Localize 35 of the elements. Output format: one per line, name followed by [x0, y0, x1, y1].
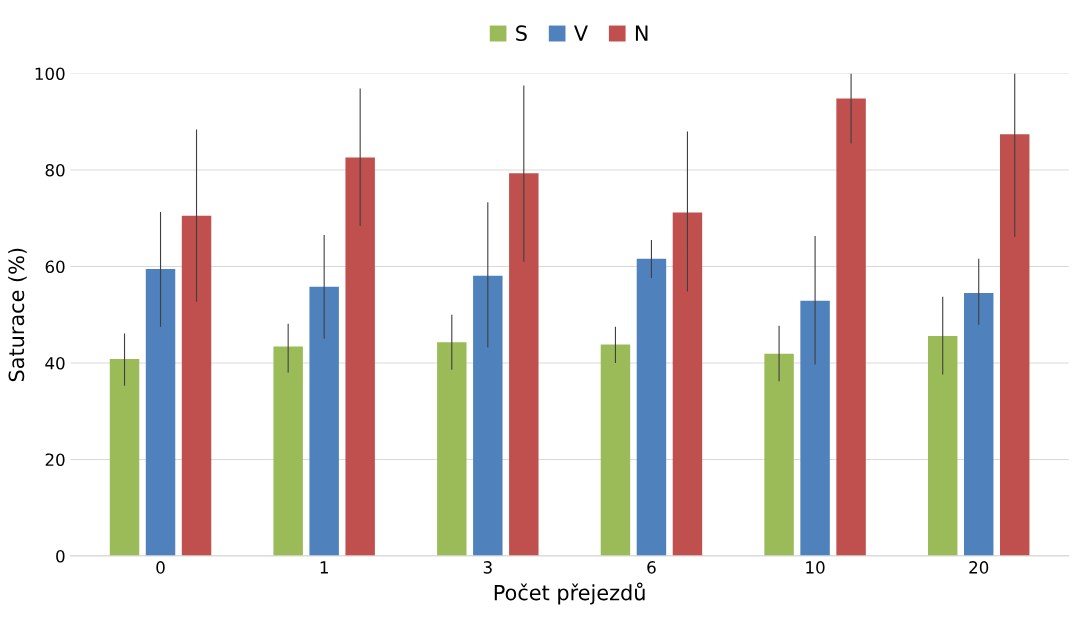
x-tick-label: 0 — [156, 561, 165, 574]
y-tick-label: 20 — [45, 453, 65, 467]
x-tick-label: 3 — [483, 561, 492, 574]
x-tick-label: 20 — [969, 561, 989, 574]
y-tick-label: 60 — [45, 260, 65, 274]
bar — [764, 353, 794, 556]
bar — [636, 258, 667, 556]
legend-label: S — [516, 25, 527, 42]
x-tick-label: 1 — [320, 561, 328, 574]
bar — [145, 268, 176, 556]
bar — [1000, 134, 1030, 556]
y-tick-label: 0 — [56, 549, 65, 563]
bar — [473, 275, 503, 556]
bar — [800, 300, 830, 556]
bar — [509, 173, 539, 556]
bar — [836, 98, 866, 556]
y-tick-label: 100 — [35, 67, 65, 81]
x-tick-label: 6 — [647, 561, 656, 574]
x-tick-label: 10 — [806, 561, 825, 574]
bar — [437, 342, 467, 556]
bar — [672, 212, 703, 556]
bar — [181, 215, 212, 556]
bar — [273, 346, 303, 556]
bar — [600, 344, 631, 556]
y-axis-title: Saturace (%) — [8, 248, 27, 382]
x-axis-title: Počet přejezdů — [494, 582, 645, 605]
bar — [964, 293, 994, 556]
legend-label: V — [573, 25, 588, 41]
bar — [109, 359, 140, 556]
bar — [345, 157, 375, 556]
bar — [309, 286, 339, 556]
bar — [928, 335, 958, 556]
y-tick-label: 80 — [45, 163, 65, 177]
y-tick-label: 40 — [45, 356, 65, 370]
legend-label: N — [635, 25, 648, 41]
